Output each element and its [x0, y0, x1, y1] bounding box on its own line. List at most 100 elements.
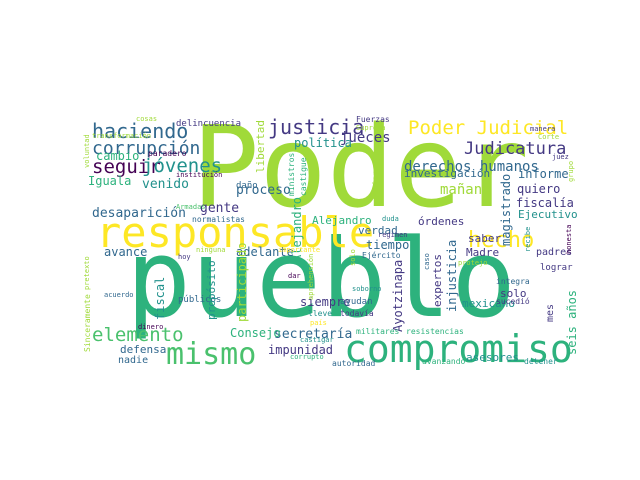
word-proceso: proceso	[236, 183, 291, 198]
word-injusticia: injusticia	[445, 239, 459, 312]
word-investigacion: investigación	[404, 167, 491, 180]
word-jueces: jueces	[340, 130, 391, 146]
word-manera: manera	[530, 125, 556, 133]
word-expertos: expertos	[431, 254, 444, 307]
word-informe: informe	[518, 167, 569, 181]
word-todavia: todavía	[340, 309, 374, 318]
word-institucion: institución	[176, 171, 223, 179]
word-gobierno: gobierno	[371, 161, 380, 200]
word-quiero: quiero	[517, 182, 561, 196]
word-castigar: castigar	[300, 336, 334, 344]
word-dar: dar	[288, 272, 301, 280]
word-duda: duda	[382, 215, 399, 223]
word-pais: país	[310, 319, 327, 327]
word-queda: caso	[423, 253, 431, 270]
word-poder: Poder	[192, 103, 530, 233]
word-protejo: protejo	[458, 259, 488, 267]
word-defensa: defensa	[120, 343, 167, 356]
word-aprehension: aprehensión	[307, 253, 315, 300]
word-armadas: Armadas	[176, 203, 206, 211]
word-ninguna: ninguna	[196, 246, 226, 254]
word-voluntad: voluntad	[83, 134, 91, 168]
word-politica: política	[294, 136, 352, 150]
word-soborno: soborno	[352, 285, 382, 293]
word-solo: solo	[500, 287, 527, 300]
word-ministros: ministros	[287, 152, 296, 196]
word-proposito: propósito	[205, 260, 218, 320]
word-corrupcion: corrupción	[92, 138, 201, 159]
word-recibe: recibe	[524, 226, 532, 252]
word-fiscalia: fiscalía	[516, 196, 574, 210]
word-transformacion: transformación	[92, 132, 152, 140]
word-secretaria: secretaría	[274, 327, 353, 342]
word-fiscal: fiscal	[153, 276, 167, 320]
word-verdad: Alejandro	[312, 214, 372, 227]
word-avanzando: avanzando	[422, 357, 466, 366]
word-iguala: Iguala	[88, 174, 132, 188]
word-pueblo: pueblo	[126, 217, 517, 342]
word-padres: padres	[536, 247, 573, 258]
word-madre: Madre	[466, 246, 500, 259]
word-paradero: paradero	[148, 149, 187, 158]
word-compromiso: compromiso	[344, 327, 573, 371]
word-normalistas: normalistas	[192, 215, 245, 224]
word-venido: venido	[142, 177, 189, 192]
word-cosas: cosas	[136, 115, 158, 123]
word-nadie: nadie	[118, 355, 149, 366]
word-resistencias: resistencias	[406, 327, 464, 336]
word-impunidad: impunidad	[268, 343, 334, 357]
word-bien: verdad	[358, 224, 398, 237]
word-jovenes: jóvenes	[142, 155, 223, 177]
word-publicos: públicos	[178, 295, 222, 305]
word-pretexto: pretexto	[83, 256, 91, 290]
word-ejercito: Ejército	[362, 251, 401, 260]
word-ayudan: ayudan	[340, 297, 373, 307]
word-importante: importante	[278, 246, 321, 254]
word-avance: avance	[104, 245, 148, 259]
word-mismo: mismo	[166, 337, 257, 372]
word-asesores: asesores	[466, 351, 519, 364]
word-grupo: grupo	[567, 160, 575, 182]
word-delincuencia: delincuencia	[176, 119, 242, 129]
word-acuerdo: acuerdo	[104, 291, 134, 299]
word-haciendo: haciendo	[92, 119, 189, 143]
word-sinceramente: Sinceramente	[83, 294, 92, 352]
word-desaparicion: desaparición	[92, 206, 186, 221]
word-corrupto: corrupto	[290, 353, 324, 361]
word-llegar: solo	[349, 249, 357, 266]
word-juez: juez	[552, 153, 569, 161]
word-castigue: castigue	[299, 157, 308, 196]
word-detener: detener	[524, 357, 558, 366]
word-hecho: hecho	[468, 228, 535, 253]
word-participado: participado	[235, 242, 249, 322]
word-seis-anos: seis años	[565, 289, 579, 355]
word-siempre: siempre	[300, 295, 351, 309]
word-sucedio: sucedió	[496, 297, 530, 306]
word-lograr: lograr	[540, 263, 573, 273]
word-judicatura: Judicatura	[464, 139, 567, 159]
word-manana: mañana	[440, 182, 491, 198]
word-libertad: libertad	[254, 120, 267, 173]
word-ejecutivo: Ejecutivo	[518, 208, 578, 221]
word-suprema: Suprema	[356, 124, 386, 132]
word-integra: integra	[496, 277, 530, 286]
word-mexicano: mexicano	[462, 297, 515, 310]
word-tiempo: tiempo	[366, 238, 410, 252]
word-magistrado: magistrado	[499, 173, 513, 246]
word-lleve: lleve	[308, 309, 333, 318]
word-consejo: Consejo	[230, 326, 281, 340]
word-corte: Corte	[538, 133, 560, 141]
word-ayotzinapa: Ayotzinapa	[391, 259, 405, 332]
word-regimen: regimen	[378, 231, 408, 239]
word-derechos-humanos: derechos humanos	[404, 159, 539, 175]
word-gente: gente	[200, 201, 240, 216]
word-responsable: responsable	[96, 208, 375, 257]
word-poder-judicial: Poder Judicial	[408, 117, 569, 139]
word-dinero: dinero	[138, 323, 164, 331]
word-hoy: hoy	[178, 253, 191, 261]
word-saber: saber	[468, 232, 502, 245]
word-justicia: justicia	[268, 115, 365, 139]
word-dano: daño	[236, 181, 258, 191]
word-autoridad: autoridad	[332, 359, 376, 368]
